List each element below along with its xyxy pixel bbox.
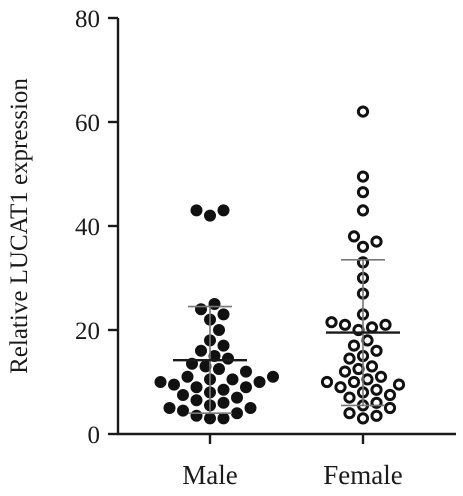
data-point [190, 381, 203, 394]
data-point [177, 404, 189, 417]
data-point [356, 186, 370, 199]
data-point [226, 373, 239, 386]
data-point [370, 409, 383, 422]
y-tick-label: 0 [88, 422, 101, 449]
data-point [347, 339, 361, 352]
series-male [154, 204, 279, 425]
data-point [217, 383, 230, 396]
x-category-label: Male [182, 460, 237, 490]
data-point [217, 308, 230, 321]
data-point [199, 360, 212, 373]
data-point [374, 370, 388, 383]
data-point [334, 381, 347, 394]
y-axis: 0 20 40 60 80 [75, 6, 120, 449]
data-point [244, 402, 257, 414]
data-point [338, 318, 352, 331]
series-female [320, 105, 406, 425]
data-point [204, 412, 216, 425]
data-point [352, 362, 365, 376]
data-point [347, 230, 361, 243]
data-point [195, 344, 207, 357]
data-point [361, 373, 374, 386]
data-point [267, 370, 279, 383]
data-point [343, 391, 356, 404]
y-tick-label: 20 [75, 318, 100, 345]
data-point [253, 376, 266, 388]
x-axis: Male Female [117, 432, 456, 490]
data-point [217, 396, 230, 409]
data-point [379, 318, 392, 331]
data-point [356, 105, 370, 118]
data-point [217, 204, 230, 217]
x-ticks: Male Female [182, 434, 403, 490]
data-point [320, 375, 334, 389]
y-tick-label: 40 [75, 214, 100, 241]
data-point [343, 352, 356, 365]
data-point [365, 321, 379, 334]
data-point [222, 352, 234, 365]
data-point [356, 204, 370, 217]
data-point [154, 376, 167, 388]
data-point [383, 401, 397, 415]
data-point [190, 409, 203, 422]
data-point [168, 378, 180, 391]
data-point [190, 394, 203, 407]
data-point [240, 381, 252, 394]
y-axis-title: Relative LUCAT1 expression [6, 78, 33, 374]
data-point [370, 383, 383, 396]
data-point [195, 303, 207, 316]
x-category-label: Female [323, 460, 402, 490]
data-point [325, 316, 338, 329]
data-point [370, 235, 383, 248]
data-point [181, 370, 194, 383]
data-point [231, 407, 243, 420]
data-point [213, 324, 225, 336]
data-point [240, 365, 252, 378]
y-tick-label: 80 [75, 6, 100, 33]
data-point [213, 363, 225, 375]
data-point [370, 344, 383, 357]
data-point [217, 339, 230, 352]
data-point [163, 402, 176, 414]
data-point [356, 412, 370, 425]
data-point [217, 412, 230, 425]
data-point [356, 240, 370, 253]
data-point [361, 334, 374, 347]
data-point [347, 375, 361, 389]
data-point [204, 209, 216, 222]
data-point [356, 170, 370, 183]
data-point [392, 378, 406, 391]
data-point [231, 391, 243, 404]
y-tick-label: 60 [75, 110, 100, 137]
data-point [343, 407, 356, 420]
y-ticks: 0 20 40 60 80 [75, 6, 118, 449]
series-layer [154, 105, 406, 425]
data-point [190, 204, 203, 217]
data-point [365, 360, 379, 373]
data-point [383, 388, 397, 402]
data-point [177, 389, 189, 401]
data-point [338, 365, 352, 378]
